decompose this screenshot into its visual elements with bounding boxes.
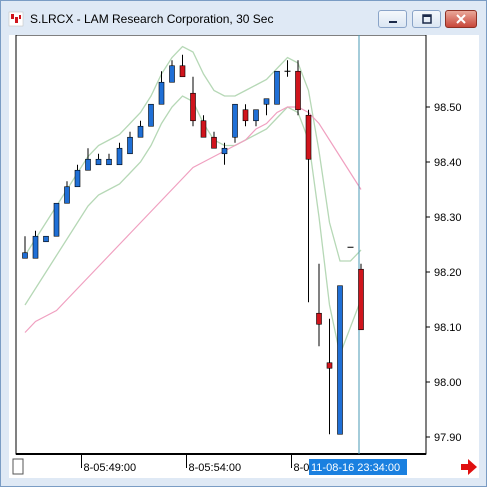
candlestick-chart[interactable]: 98.50 98.40 98.30 98.20 98.10 98.00 97.90 8-05… (9, 34, 479, 479)
candle[interactable] (232, 103, 238, 143)
candle[interactable] (263, 98, 270, 116)
candle-body (200, 120, 207, 138)
candle[interactable] (53, 202, 60, 237)
candle-body (242, 109, 249, 122)
candle[interactable] (137, 120, 144, 138)
candle[interactable] (211, 131, 217, 149)
arrow-shape (461, 459, 477, 475)
candle-body (148, 103, 154, 127)
price-tick-label: 98.40 (434, 157, 462, 169)
price-tick-label: 98.10 (434, 322, 462, 334)
price-tick-label: 98.20 (434, 267, 462, 279)
candle[interactable] (116, 142, 123, 166)
price-tick-label: 98.30 (434, 212, 462, 224)
candle-body (221, 147, 228, 155)
candle[interactable] (326, 318, 333, 435)
candle-body (53, 202, 60, 237)
maximize-icon (421, 14, 432, 24)
candle[interactable] (127, 131, 133, 155)
candle[interactable] (200, 115, 207, 138)
candle-body (274, 70, 280, 105)
candle[interactable] (22, 236, 28, 259)
candle[interactable] (32, 230, 39, 259)
time-readout: 11-08-16 23:34:00 (311, 462, 400, 474)
candle[interactable] (179, 54, 186, 78)
candle-body (253, 109, 259, 122)
candle[interactable] (253, 109, 259, 127)
candle-body (305, 114, 312, 160)
candle-body (316, 312, 322, 325)
candle[interactable] (85, 148, 91, 171)
price-tick-label: 98.50 (434, 102, 462, 114)
candle-body (158, 81, 165, 105)
candle[interactable] (358, 263, 364, 331)
minimize-button[interactable] (378, 10, 407, 28)
scroll-thumb[interactable] (12, 458, 24, 475)
price-tick-label: 98.00 (434, 377, 462, 389)
candle-body (179, 65, 186, 78)
price-tick-label: 97.90 (434, 432, 462, 444)
candle[interactable] (74, 164, 81, 188)
title-bar[interactable]: S.LRCX - LAM Research Corporation, 30 Se… (1, 1, 486, 34)
moving-average-line (24, 106, 362, 333)
candle[interactable] (284, 60, 291, 77)
candle-body (358, 268, 364, 331)
candle[interactable] (158, 71, 165, 105)
window-title: S.LRCX - LAM Research Corporation, 30 Se… (30, 12, 274, 26)
candle-body (211, 136, 217, 149)
candle[interactable] (221, 142, 228, 165)
candle[interactable] (106, 153, 112, 166)
candle-body (43, 235, 49, 243)
minimize-icon (388, 21, 397, 23)
chart-area[interactable]: 98.50 98.40 98.30 98.20 98.10 98.00 97.90 8-05… (9, 34, 479, 479)
time-axis-bar (9, 455, 479, 479)
candle[interactable] (148, 103, 154, 127)
time-readout-background (309, 459, 407, 475)
candle-body (295, 70, 301, 111)
maximize-button[interactable] (412, 10, 441, 28)
candle-body (22, 252, 28, 259)
chart-app-icon[interactable] (8, 11, 24, 27)
close-button[interactable] (445, 10, 477, 28)
candle[interactable] (242, 104, 249, 127)
candle[interactable] (95, 153, 102, 166)
candle-body (137, 125, 144, 138)
candle[interactable] (169, 60, 175, 83)
candle-body (64, 186, 70, 204)
envelope-upper-line (24, 45, 362, 262)
candle-body (337, 285, 343, 435)
candle-body (190, 92, 196, 122)
time-tick-label: 8-05:49:00 (84, 462, 137, 474)
candle-body (127, 136, 133, 155)
candle-body (263, 98, 270, 105)
candle[interactable] (43, 235, 49, 243)
candle-body (85, 158, 91, 171)
candle-body (106, 158, 112, 166)
candle-body (32, 235, 39, 259)
scroll-right-arrow-icon[interactable] (461, 459, 477, 475)
candle[interactable] (316, 263, 322, 347)
candle-body (74, 169, 81, 188)
candle-body (95, 158, 102, 166)
plot-frame (15, 34, 427, 455)
time-tick-label: 8-05:54:00 (189, 462, 242, 474)
candle-body (116, 147, 123, 166)
candle[interactable] (305, 109, 312, 303)
candle-body (169, 65, 175, 83)
candle[interactable] (295, 60, 301, 116)
candle-body (326, 362, 333, 369)
candle[interactable] (274, 70, 280, 105)
close-icon (456, 14, 466, 24)
candle[interactable] (337, 285, 343, 435)
candle[interactable] (64, 181, 70, 204)
candle-body (232, 103, 238, 138)
candle[interactable] (190, 76, 196, 127)
